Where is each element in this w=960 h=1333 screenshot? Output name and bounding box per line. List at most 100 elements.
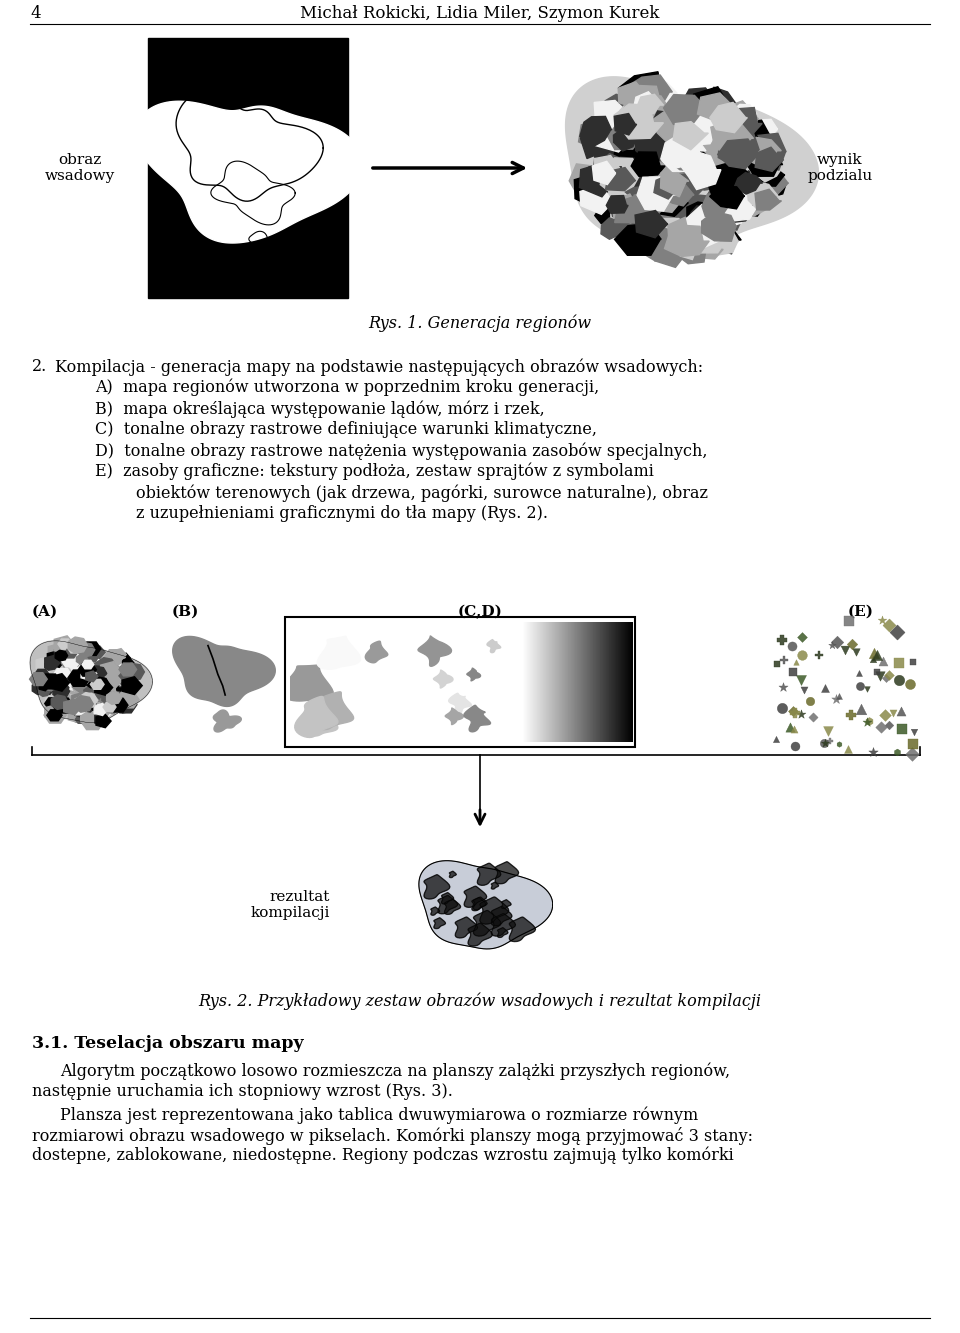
- Polygon shape: [81, 713, 105, 729]
- Polygon shape: [492, 882, 498, 889]
- Polygon shape: [726, 201, 753, 223]
- Point: [892, 652, 907, 673]
- Polygon shape: [72, 692, 91, 709]
- Polygon shape: [630, 95, 670, 124]
- Polygon shape: [120, 672, 134, 684]
- Polygon shape: [65, 648, 85, 666]
- Point: [867, 643, 882, 664]
- Polygon shape: [419, 861, 553, 949]
- Polygon shape: [107, 668, 118, 678]
- Polygon shape: [92, 677, 109, 692]
- Polygon shape: [88, 688, 112, 705]
- Point: [774, 629, 789, 651]
- Polygon shape: [668, 217, 700, 244]
- Polygon shape: [672, 109, 703, 132]
- Polygon shape: [581, 123, 617, 159]
- Point: [881, 664, 897, 685]
- Point: [876, 651, 891, 672]
- Polygon shape: [709, 103, 747, 132]
- Polygon shape: [654, 175, 680, 199]
- Polygon shape: [75, 710, 91, 724]
- Text: B)  mapa określająca występowanie lądów, mórz i rzek,: B) mapa określająca występowanie lądów, …: [95, 400, 544, 417]
- Polygon shape: [614, 104, 663, 139]
- Polygon shape: [673, 220, 706, 240]
- Point: [776, 649, 791, 670]
- Polygon shape: [717, 101, 758, 136]
- Polygon shape: [718, 139, 758, 169]
- Polygon shape: [636, 155, 666, 184]
- Point: [805, 706, 821, 728]
- Polygon shape: [684, 88, 717, 113]
- Text: 3.1. Teselacja obszaru mapy: 3.1. Teselacja obszaru mapy: [32, 1034, 303, 1052]
- Polygon shape: [656, 137, 696, 172]
- Polygon shape: [75, 697, 85, 706]
- Polygon shape: [95, 701, 114, 717]
- Polygon shape: [40, 663, 53, 673]
- Point: [865, 741, 880, 762]
- Point: [788, 652, 804, 673]
- Polygon shape: [635, 221, 666, 245]
- Polygon shape: [173, 636, 276, 706]
- Polygon shape: [637, 95, 663, 115]
- Polygon shape: [45, 656, 60, 669]
- Point: [895, 718, 910, 740]
- Polygon shape: [438, 896, 458, 914]
- Polygon shape: [633, 92, 661, 113]
- Polygon shape: [64, 649, 77, 659]
- Polygon shape: [710, 119, 754, 155]
- Point: [889, 621, 904, 643]
- Polygon shape: [664, 225, 709, 256]
- Bar: [285, 617, 635, 746]
- Polygon shape: [620, 99, 657, 137]
- Polygon shape: [737, 131, 762, 149]
- Point: [872, 665, 887, 686]
- Polygon shape: [756, 147, 783, 172]
- Text: obraz
wsadowy: obraz wsadowy: [45, 153, 115, 183]
- Polygon shape: [124, 661, 134, 669]
- Polygon shape: [741, 137, 781, 164]
- Polygon shape: [675, 133, 706, 163]
- Polygon shape: [574, 172, 612, 209]
- Polygon shape: [682, 107, 724, 132]
- Polygon shape: [82, 660, 94, 669]
- Polygon shape: [102, 669, 118, 682]
- Point: [784, 636, 800, 657]
- Point: [776, 676, 791, 697]
- Polygon shape: [588, 161, 620, 189]
- Polygon shape: [612, 195, 639, 223]
- Polygon shape: [747, 133, 786, 171]
- Polygon shape: [70, 657, 93, 674]
- Point: [768, 728, 783, 749]
- Polygon shape: [639, 84, 673, 111]
- Polygon shape: [80, 693, 98, 708]
- Polygon shape: [671, 213, 711, 245]
- Polygon shape: [673, 121, 708, 149]
- Polygon shape: [87, 661, 108, 680]
- Polygon shape: [45, 661, 55, 670]
- Polygon shape: [88, 666, 108, 681]
- Polygon shape: [747, 152, 782, 176]
- Polygon shape: [592, 161, 615, 184]
- Polygon shape: [618, 72, 668, 105]
- Polygon shape: [76, 716, 86, 724]
- Polygon shape: [40, 677, 60, 692]
- Polygon shape: [652, 187, 688, 216]
- Polygon shape: [718, 133, 759, 167]
- Polygon shape: [58, 684, 69, 692]
- Polygon shape: [636, 211, 668, 237]
- Text: A)  mapa regionów utworzona w poprzednim kroku generacji,: A) mapa regionów utworzona w poprzednim …: [95, 379, 599, 396]
- Polygon shape: [602, 153, 626, 176]
- Polygon shape: [750, 151, 784, 181]
- Polygon shape: [671, 159, 703, 192]
- Polygon shape: [642, 192, 672, 217]
- Polygon shape: [684, 103, 722, 137]
- Polygon shape: [55, 648, 70, 661]
- Polygon shape: [119, 688, 130, 697]
- Polygon shape: [30, 673, 47, 685]
- Polygon shape: [649, 219, 694, 249]
- Polygon shape: [66, 640, 80, 653]
- Polygon shape: [308, 692, 353, 729]
- Polygon shape: [734, 113, 759, 136]
- Polygon shape: [90, 680, 104, 689]
- Polygon shape: [85, 709, 106, 725]
